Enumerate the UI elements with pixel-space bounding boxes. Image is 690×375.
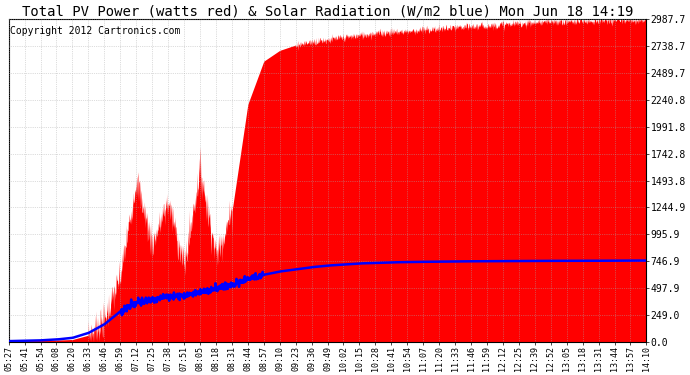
Title: Total PV Power (watts red) & Solar Radiation (W/m2 blue) Mon Jun 18 14:19: Total PV Power (watts red) & Solar Radia… — [22, 4, 633, 18]
Text: Copyright 2012 Cartronics.com: Copyright 2012 Cartronics.com — [10, 26, 180, 36]
